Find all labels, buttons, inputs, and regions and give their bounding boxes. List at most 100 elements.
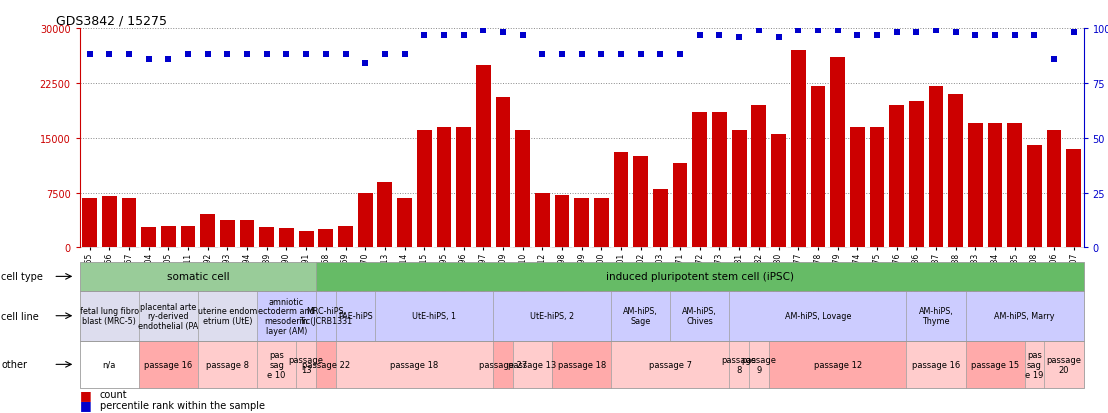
Point bbox=[278, 52, 296, 59]
Text: other: other bbox=[1, 359, 27, 370]
Bar bbox=[142, 228, 156, 248]
Text: AM-hiPS, Marry: AM-hiPS, Marry bbox=[994, 311, 1055, 320]
Text: n/a: n/a bbox=[103, 360, 116, 369]
Point bbox=[789, 28, 807, 34]
Text: pas
sag
e 19: pas sag e 19 bbox=[1025, 350, 1044, 379]
Point bbox=[1045, 56, 1063, 63]
Text: passage 12: passage 12 bbox=[813, 360, 862, 369]
Text: passage 8: passage 8 bbox=[206, 360, 249, 369]
Point bbox=[829, 28, 847, 34]
Point bbox=[514, 32, 532, 39]
Text: passage
8: passage 8 bbox=[721, 355, 757, 374]
Point bbox=[435, 32, 453, 39]
Point bbox=[986, 32, 1004, 39]
Bar bbox=[338, 227, 352, 248]
Bar bbox=[181, 227, 195, 248]
Bar bbox=[850, 127, 864, 248]
Bar bbox=[299, 232, 314, 248]
Point bbox=[573, 52, 591, 59]
Point bbox=[770, 34, 788, 41]
Text: cell type: cell type bbox=[1, 272, 43, 282]
Point bbox=[750, 28, 768, 34]
Bar bbox=[82, 198, 98, 248]
Point bbox=[1065, 30, 1083, 37]
Point bbox=[120, 52, 137, 59]
Bar bbox=[673, 164, 687, 248]
Point bbox=[888, 30, 905, 37]
Bar bbox=[161, 227, 176, 248]
Point bbox=[553, 52, 571, 59]
Point bbox=[1026, 32, 1044, 39]
Point bbox=[849, 32, 866, 39]
Bar bbox=[1027, 146, 1042, 248]
Text: ■: ■ bbox=[80, 388, 92, 401]
Text: AM-hiPS,
Chives: AM-hiPS, Chives bbox=[683, 306, 717, 325]
Bar bbox=[201, 215, 215, 248]
Text: passage 15: passage 15 bbox=[971, 360, 1019, 369]
Point bbox=[238, 52, 256, 59]
Bar bbox=[456, 127, 471, 248]
Text: percentile rank within the sample: percentile rank within the sample bbox=[100, 400, 265, 410]
Point bbox=[376, 52, 393, 59]
Point bbox=[81, 52, 99, 59]
Text: count: count bbox=[100, 389, 127, 399]
Text: passage
20: passage 20 bbox=[1046, 355, 1081, 374]
Bar bbox=[948, 95, 963, 248]
Point bbox=[907, 30, 925, 37]
Bar bbox=[614, 153, 628, 248]
Text: UtE-hiPS, 1: UtE-hiPS, 1 bbox=[412, 311, 456, 320]
Bar bbox=[909, 102, 924, 248]
Bar bbox=[437, 127, 451, 248]
Bar bbox=[1066, 149, 1081, 248]
Point bbox=[613, 52, 630, 59]
Bar bbox=[929, 87, 943, 248]
Point bbox=[927, 28, 945, 34]
Bar bbox=[870, 127, 884, 248]
Bar bbox=[378, 182, 392, 248]
Text: passage 22: passage 22 bbox=[301, 360, 350, 369]
Bar bbox=[102, 197, 116, 248]
Text: AM-hiPS, Lovage: AM-hiPS, Lovage bbox=[784, 311, 851, 320]
Text: GDS3842 / 15275: GDS3842 / 15275 bbox=[55, 15, 167, 28]
Text: cell line: cell line bbox=[1, 311, 39, 321]
Point bbox=[474, 28, 492, 34]
Point bbox=[947, 30, 965, 37]
Point bbox=[297, 52, 315, 59]
Bar bbox=[397, 199, 412, 248]
Point bbox=[396, 52, 413, 59]
Bar bbox=[239, 221, 255, 248]
Point bbox=[179, 52, 197, 59]
Text: passage
13: passage 13 bbox=[288, 355, 324, 374]
Text: AM-hiPS,
Sage: AM-hiPS, Sage bbox=[624, 306, 658, 325]
Bar bbox=[515, 131, 530, 248]
Bar bbox=[535, 193, 550, 248]
Point bbox=[337, 52, 355, 59]
Point bbox=[533, 52, 551, 59]
Point bbox=[454, 32, 472, 39]
Text: PAE-hiPS: PAE-hiPS bbox=[338, 311, 372, 320]
Point bbox=[710, 32, 728, 39]
Bar bbox=[653, 190, 668, 248]
Text: passage 16: passage 16 bbox=[144, 360, 193, 369]
Point bbox=[317, 52, 335, 59]
Bar bbox=[968, 124, 983, 248]
Point bbox=[966, 32, 984, 39]
Text: passage 18: passage 18 bbox=[557, 360, 606, 369]
Bar bbox=[987, 124, 1003, 248]
Point bbox=[160, 56, 177, 63]
Text: somatic cell: somatic cell bbox=[166, 272, 229, 282]
Bar bbox=[574, 198, 589, 248]
Bar bbox=[495, 98, 511, 248]
Text: passage 16: passage 16 bbox=[912, 360, 961, 369]
Bar bbox=[279, 229, 294, 248]
Text: induced pluripotent stem cell (iPSC): induced pluripotent stem cell (iPSC) bbox=[606, 272, 793, 282]
Point bbox=[652, 52, 669, 59]
Point bbox=[218, 52, 236, 59]
Point bbox=[140, 56, 157, 63]
Bar bbox=[731, 131, 747, 248]
Point bbox=[593, 52, 611, 59]
Bar bbox=[712, 113, 727, 248]
Point bbox=[357, 61, 375, 67]
Point bbox=[198, 52, 216, 59]
Text: passage 13: passage 13 bbox=[509, 360, 556, 369]
